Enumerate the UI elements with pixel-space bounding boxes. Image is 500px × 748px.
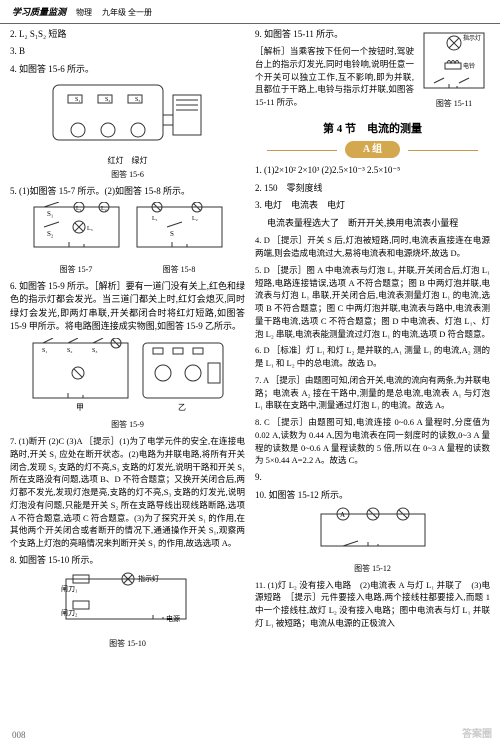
svg-text:S₃: S₃ [135, 97, 140, 103]
item-4: 4. 如图答 15-6 所示。 [10, 63, 245, 77]
fig12-label: 图答 15-12 [255, 563, 490, 575]
svg-text:S₂: S₂ [67, 348, 72, 354]
item-6: 6. 如图答 15-9 所示。［解析］要有一道门没有关上,红色和绿色的指示灯都会… [10, 280, 245, 334]
a-item-2: 2. 150 零刻度线 [255, 182, 490, 196]
svg-text:S₂: S₂ [105, 97, 110, 103]
header-subject: 物理 [76, 7, 92, 19]
header-title: 学习质量监测 [12, 6, 66, 20]
a-item-7: 7. A ［提示］由题图可知,闭合开关,电流的流向有两条,为并联电路；电流表 A… [255, 374, 490, 412]
header-grade: 九年级 全一册 [102, 7, 152, 19]
a-item-8: 8. C ［提示］由题图可知,电流连接 0~0.6 A 量程时,分度值为 0.0… [255, 416, 490, 467]
svg-text:S₁: S₁ [42, 348, 47, 354]
a-item-6: 6. D ［标准］灯 L₁ 和灯 L₂ 是并联的,A₁ 测量 L₁ 的电流,A₂… [255, 344, 490, 370]
figure-15-11: 指示灯 电铃 图答 15-11 [418, 28, 490, 110]
item-5: 5. (1)如图答 15-7 所示。(2)如图答 15-8 所示。 [10, 185, 245, 199]
page-number: 008 [12, 729, 26, 743]
left-column: 2. L₂ S₁S₂ 短路 3. B 4. 如图答 15-6 所示。 S₁ S₂… [10, 28, 245, 654]
a-item-1: 1. (1)2×10² 2×10³ (2)2.5×10⁻³ 2.5×10⁻⁵ [255, 164, 490, 178]
svg-text:S: S [170, 230, 174, 238]
fig8-label: 图答 15-8 [132, 264, 227, 276]
svg-text:S₃: S₃ [92, 348, 97, 354]
a-item-4: 4. D ［提示］开关 S 后,灯泡被短路,同时,电流表直接连在电源两端,则会造… [255, 234, 490, 260]
svg-text:电源: 电源 [166, 614, 180, 623]
group-a-wrap: A 组 [255, 141, 490, 158]
figure-15-9: S₁ S₂ S₃ 甲 乙 [10, 338, 245, 432]
svg-text:L₂: L₂ [192, 216, 198, 222]
svg-text:指示灯: 指示灯 [138, 574, 159, 583]
a-item-9: 9. [255, 471, 490, 485]
svg-text:L₁: L₁ [152, 216, 158, 222]
fig6-green: 绿灯 [132, 156, 148, 165]
svg-text:L₂: L₂ [101, 206, 107, 212]
fig10-label: 图答 15-10 [10, 638, 245, 650]
svg-text:L₁: L₁ [76, 206, 82, 212]
content-columns: 2. L₂ S₁S₂ 短路 3. B 4. 如图答 15-6 所示。 S₁ S₂… [0, 24, 500, 654]
right-column: 指示灯 电铃 图答 15-11 9. 如图答 15-11 所示。 ［解析］当乘客… [255, 28, 490, 654]
a-item-3: 3. 电灯 电流表 电灯 [255, 199, 490, 213]
svg-text:闸刀₂: 闸刀₂ [61, 609, 78, 617]
svg-text:闸刀₁: 闸刀₁ [61, 585, 77, 593]
figure-15-10: 闸刀₁ 闸刀₂ 指示灯 电源 图答 15-10 [10, 571, 245, 650]
svg-text:甲: 甲 [76, 403, 84, 412]
group-a-badge: A 组 [345, 141, 400, 158]
figure-15-6: S₁ S₂ S₃ 红灯 绿灯 图答 15-6 [10, 80, 245, 181]
svg-text:A: A [340, 511, 345, 519]
fig9-label: 图答 15-9 [10, 419, 245, 431]
a-item-5: 5. D ［提示］图 A 中电流表与灯泡 L₁ 并联,开关闭合后,灯泡 L₁ 短… [255, 264, 490, 341]
a-item-11: 11. (1)灯 L₂ 没有接入电路 (2)电流表 A 与灯 L₁ 并联了 (3… [255, 579, 490, 630]
item-8: 8. 如图答 15-10 所示。 [10, 554, 245, 568]
svg-text:电铃: 电铃 [463, 62, 475, 70]
item-7: 7. (1)断开 (2)C (3)A ［提示］(1)为了电学元件的安全,在连接电… [10, 435, 245, 550]
section-4-title: 第 4 节 电流的测量 [255, 121, 490, 138]
svg-text:S₂: S₂ [47, 230, 54, 238]
a-item-3-sub: 电流表量程选大了 断开开关,换用电流表小量程 [255, 217, 490, 231]
a-item-10: 10. 如图答 15-12 所示。 [255, 489, 490, 503]
fig11-label: 图答 15-11 [418, 98, 490, 110]
page-header: 学习质量监测 物理 九年级 全一册 [0, 0, 500, 24]
watermark: 答案圈 [462, 727, 492, 742]
item-3: 3. B [10, 45, 245, 59]
fig6-label: 图答 15-6 [10, 169, 245, 181]
fig6-red: 红灯 [108, 156, 124, 165]
fig7-label: 图答 15-7 [29, 264, 124, 276]
figure-15-12: A 图答 15-12 [255, 506, 490, 575]
svg-text:乙: 乙 [178, 403, 186, 412]
figure-15-7-8: S₁ L₁ L₂ L₃ S₂ 图答 15-7 [10, 202, 245, 276]
svg-text:L₃: L₃ [87, 226, 93, 232]
item-2: 2. L₂ S₁S₂ 短路 [10, 28, 245, 42]
svg-text:指示灯: 指示灯 [463, 34, 481, 42]
svg-text:S₁: S₁ [75, 97, 80, 103]
svg-text:S₁: S₁ [47, 210, 53, 218]
